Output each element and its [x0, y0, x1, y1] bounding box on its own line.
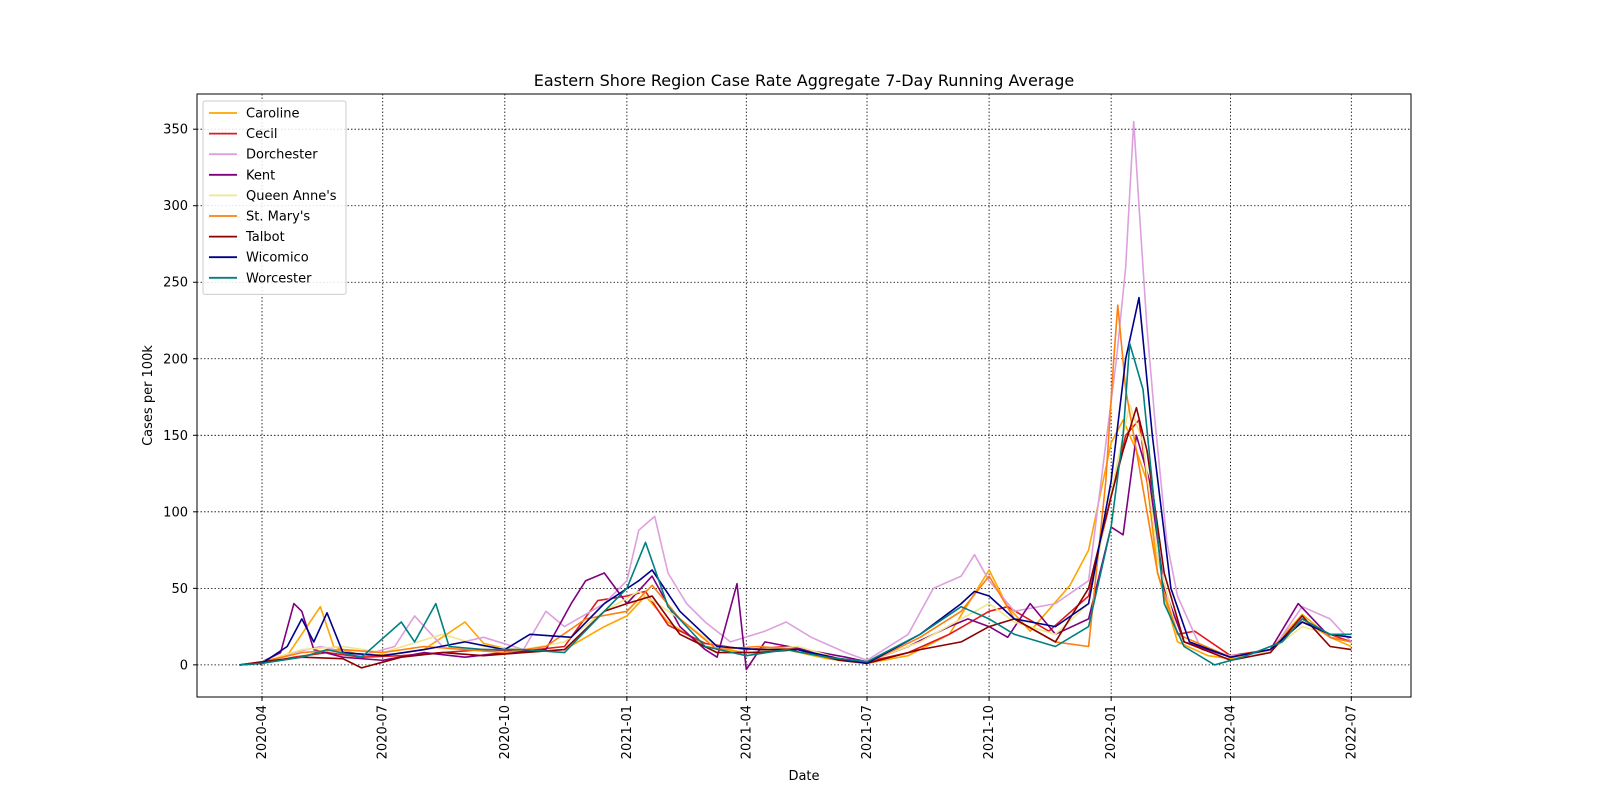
y-tick-label: 50	[171, 582, 188, 597]
legend-label: Queen Anne's	[246, 189, 337, 204]
y-tick-label: 300	[163, 199, 188, 214]
legend-label: Talbot	[245, 230, 285, 245]
y-tick-label: 0	[180, 658, 188, 673]
x-axis-label: Date	[788, 769, 819, 784]
y-axis-label: Cases per 100k	[141, 345, 156, 446]
legend-box	[202, 100, 347, 295]
x-tick-label: 2020-10	[498, 705, 513, 759]
plot-frame	[196, 93, 1412, 698]
legend: Caroline Cecil Dorchester Kent Queen Anne's S…	[202, 100, 347, 295]
x-tick-label: 2020-04	[255, 705, 270, 759]
legend-label: Worcester	[246, 271, 312, 286]
x-tick-label: 2021-10	[982, 705, 997, 759]
series-layer	[239, 120, 1352, 671]
y-tick-label: 350	[163, 123, 188, 138]
x-tick-label: 2022-04	[1224, 705, 1239, 759]
series-line-worcester	[239, 342, 1352, 666]
x-tick-label: 2022-07	[1344, 705, 1359, 759]
chart-title: Eastern Shore Region Case Rate Aggregate…	[534, 71, 1074, 90]
legend-label: Dorchester	[246, 148, 318, 163]
legend-label: St. Mary's	[246, 210, 310, 225]
series-line-st-mary-s	[239, 304, 1352, 666]
legend-label: Wicomico	[246, 251, 309, 266]
series-line-wicomico	[239, 296, 1352, 666]
x-tick-label: 2021-04	[739, 705, 754, 759]
tick-layer: 2020-04 2020-07 2020-10 2021-01 2021-04 2021-…	[163, 123, 1359, 760]
x-tick-label: 2020-07	[376, 705, 391, 759]
x-tick-label: 2021-07	[860, 705, 875, 759]
x-tick-label: 2021-01	[620, 705, 635, 759]
series-line-dorchester	[239, 120, 1352, 666]
y-tick-label: 150	[163, 429, 188, 444]
y-tick-label: 200	[163, 352, 188, 367]
legend-label: Kent	[246, 168, 275, 183]
legend-label: Caroline	[246, 107, 300, 122]
legend-label: Cecil	[246, 127, 277, 142]
x-tick-label: 2022-01	[1104, 705, 1119, 759]
y-tick-label: 100	[163, 505, 188, 520]
y-tick-label: 250	[163, 276, 188, 291]
